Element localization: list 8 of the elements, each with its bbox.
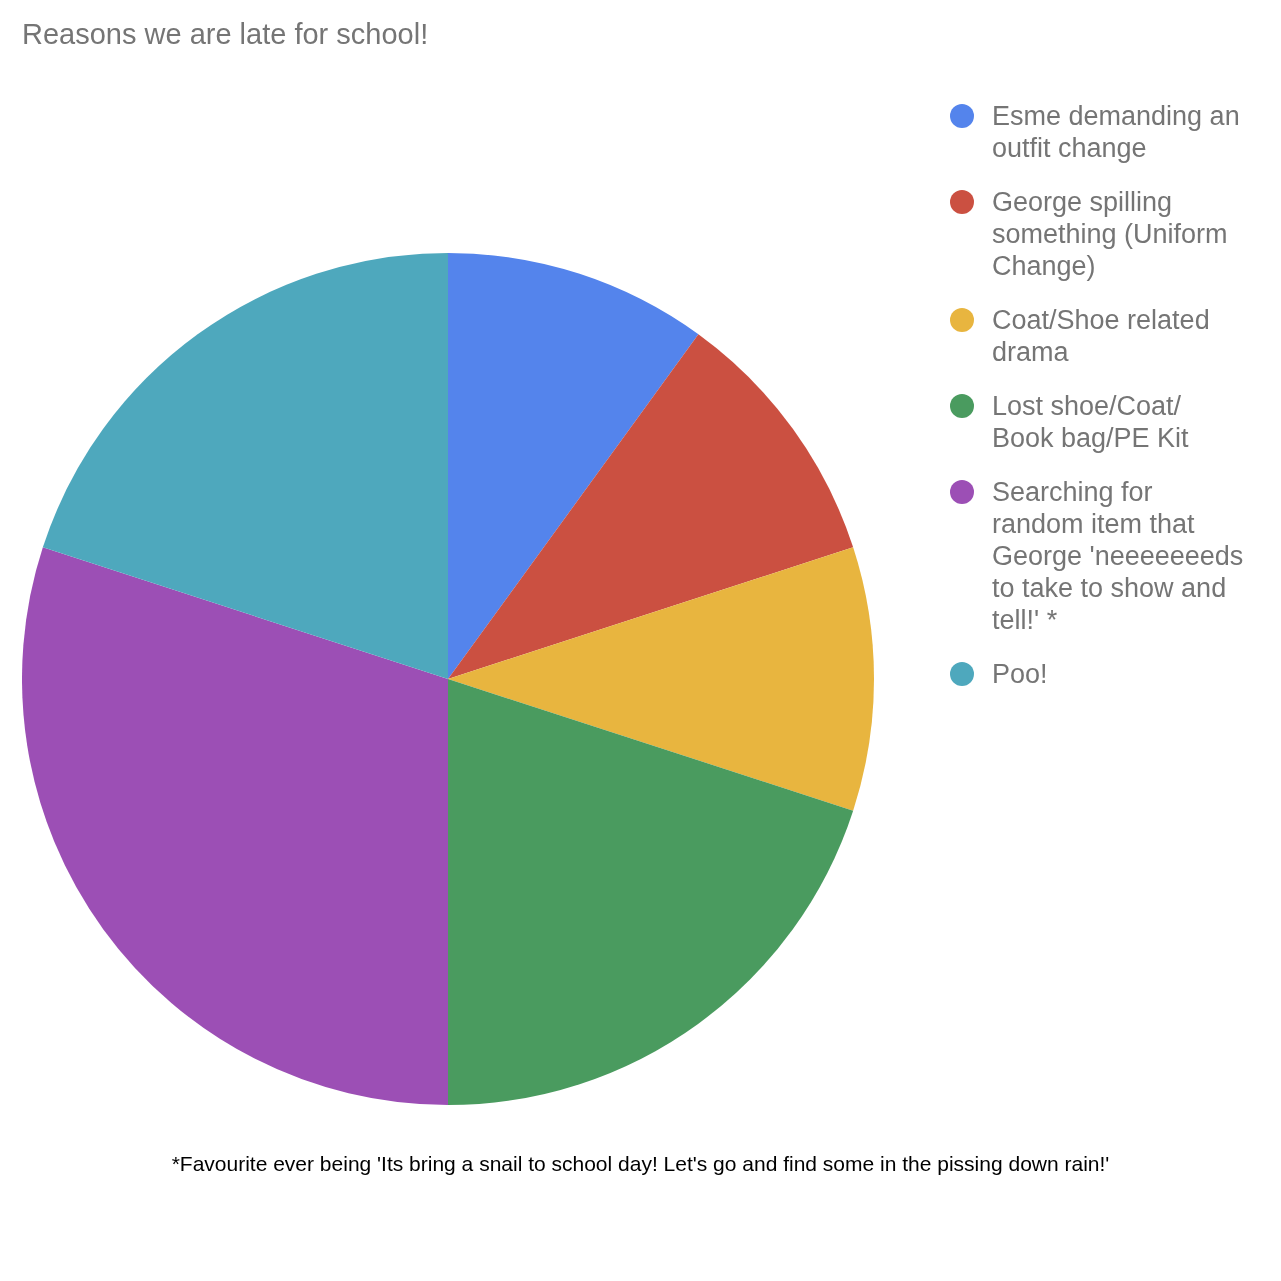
legend-label: George spilling something (Uniform Change) (992, 187, 1228, 281)
legend-label: Lost shoe/Coat/ Book bag/PE Kit (992, 391, 1189, 453)
legend-label: Poo! (992, 659, 1048, 689)
legend-label: Esme demanding an outfit change (992, 101, 1240, 163)
text: *Favourite ever being 'Its bring a snail to school day! Let's go and find some in the pissing down rain!' (170, 1152, 1111, 1176)
chart-title: Reasons we are late for school! (22, 18, 429, 51)
legend-label: Coat/Shoe related drama (992, 305, 1210, 367)
legend-label: Searching for random item that George 'neeeeeeeds to take to show and tell!' * (992, 477, 1244, 635)
